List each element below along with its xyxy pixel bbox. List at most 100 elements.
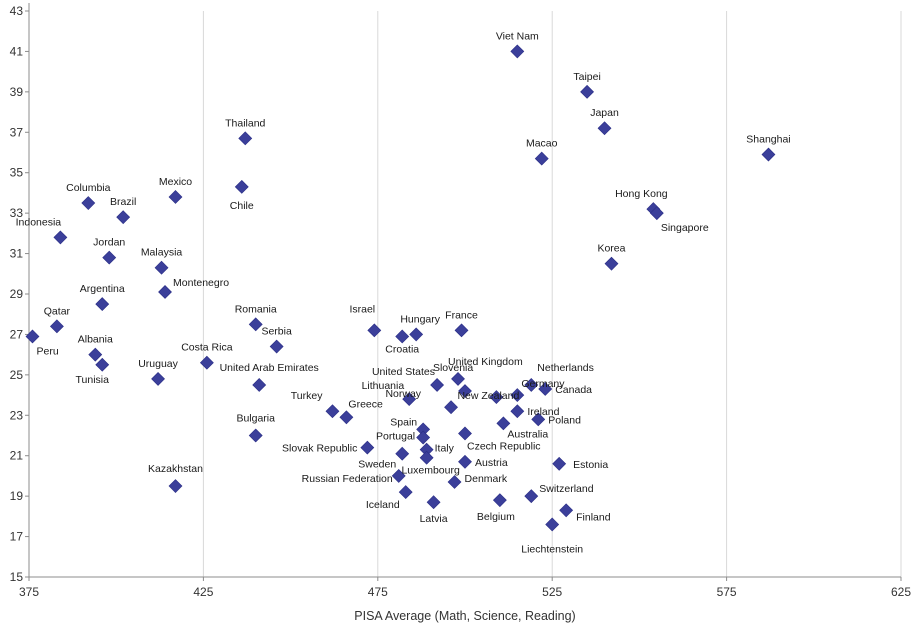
label-indonesia: Indonesia: [16, 216, 62, 228]
point-singapore: [649, 206, 664, 221]
label-thailand: Thailand: [225, 117, 265, 129]
label-costa-rica: Costa Rica: [181, 342, 233, 354]
label-mexico: Mexico: [159, 176, 192, 188]
label-estonia: Estonia: [573, 459, 608, 471]
label-hungary: Hungary: [400, 313, 440, 325]
point-mexico: [168, 190, 183, 204]
y-tick-label: 27: [10, 327, 24, 341]
point-bulgaria: [248, 428, 263, 443]
label-united-arab-emirates: United Arab Emirates: [220, 362, 319, 374]
x-tick-label: 475: [368, 585, 388, 599]
label-united-states: United States: [372, 366, 435, 378]
point-albania: [88, 347, 103, 362]
label-viet-nam: Viet Nam: [496, 30, 539, 42]
label-luxembourg: Luxembourg: [401, 465, 460, 477]
label-denmark: Denmark: [465, 473, 508, 485]
label-latvia: Latvia: [420, 513, 448, 525]
point-portugal: [416, 430, 431, 445]
axes: 15 17 19 21 23 25 27 29 31 33 35 37 39 41 43 375 425 475 5…: [10, 3, 911, 599]
data-points: [25, 44, 776, 532]
point-qatar: [49, 319, 64, 334]
label-austria: Austria: [475, 457, 508, 469]
x-tick-label: 525: [542, 585, 562, 599]
label-portugal: Portugal: [376, 431, 415, 443]
label-germany: Germany: [521, 378, 565, 390]
label-jordan: Jordan: [93, 237, 125, 249]
point-latvia: [426, 495, 441, 510]
label-hong-kong: Hong Kong: [615, 188, 668, 200]
point-liechtenstein: [545, 517, 560, 532]
point-luxembourg: [419, 450, 434, 465]
label-japan: Japan: [590, 107, 619, 119]
point-tunisia: [95, 357, 110, 372]
point-thailand: [238, 131, 253, 146]
point-columbia: [81, 196, 96, 210]
point-indonesia: [53, 230, 68, 245]
point-estonia: [552, 456, 567, 471]
label-ireland: Ireland: [527, 406, 559, 418]
point-peru: [25, 329, 40, 344]
label-chile: Chile: [230, 200, 254, 212]
label-france: France: [445, 309, 478, 321]
point-iceland: [398, 485, 413, 500]
label-iceland: Iceland: [366, 499, 400, 511]
point-sweden: [395, 446, 410, 461]
point-jordan: [102, 250, 117, 265]
y-tick-label: 21: [10, 449, 24, 463]
label-poland: Poland: [548, 414, 581, 426]
label-columbia: Columbia: [66, 182, 111, 194]
y-tick-label: 31: [10, 247, 24, 261]
point-united-arab-emirates: [252, 378, 267, 392]
point-viet-nam: [510, 44, 525, 59]
label-slovak-republic: Slovak Republic: [282, 443, 357, 455]
point-taipei: [580, 84, 595, 99]
label-czech-republic: Czech Republic: [467, 440, 541, 452]
point-canada: [538, 382, 553, 396]
label-uruguay: Uruguay: [138, 358, 178, 370]
point-argentina: [95, 297, 110, 312]
point-croatia: [395, 329, 410, 344]
point-slovak-republic: [360, 440, 375, 455]
label-slovenia: Slovenia: [433, 362, 473, 374]
label-korea: Korea: [597, 243, 625, 255]
point-costa-rica: [199, 355, 214, 370]
point-poland: [531, 412, 546, 427]
point-montenegro: [158, 285, 172, 299]
point-malaysia: [154, 260, 169, 275]
label-lithuania: Lithuania: [362, 380, 405, 392]
x-axis-title: PISA Average (Math, Science, Reading): [354, 609, 575, 623]
point-korea: [604, 256, 619, 271]
point-slovenia: [430, 378, 445, 392]
point-australia: [496, 416, 511, 431]
label-belgium: Belgium: [477, 511, 515, 523]
label-norway: Norway: [385, 388, 421, 400]
point-united-kingdom: [451, 371, 465, 386]
point-czech-republic: [458, 426, 472, 441]
y-tick-label: 29: [10, 287, 24, 301]
y-tick-label: 39: [10, 85, 24, 99]
label-sweden: Sweden: [358, 459, 396, 471]
point-israel: [367, 323, 382, 338]
label-qatar: Qatar: [44, 305, 71, 317]
label-canada: Canada: [555, 384, 592, 396]
label-romania: Romania: [235, 303, 277, 315]
point-belgium: [492, 493, 507, 508]
label-greece: Greece: [348, 398, 383, 410]
point-kazakhstan: [168, 479, 183, 493]
label-shanghai: Shanghai: [746, 134, 790, 146]
label-macao: Macao: [526, 138, 558, 150]
label-argentina: Argentina: [80, 283, 125, 295]
label-spain: Spain: [390, 416, 417, 428]
point-uruguay: [151, 371, 165, 386]
y-tick-label: 33: [10, 206, 24, 220]
point-chile: [234, 179, 249, 194]
label-russian-federation: Russian Federation: [302, 473, 393, 485]
y-tick-label: 43: [10, 4, 24, 18]
label-tunisia: Tunisia: [76, 374, 110, 386]
label-brazil: Brazil: [110, 196, 136, 208]
point-macao: [534, 151, 549, 166]
point-shanghai: [761, 147, 776, 162]
y-tick-label: 37: [10, 125, 24, 139]
